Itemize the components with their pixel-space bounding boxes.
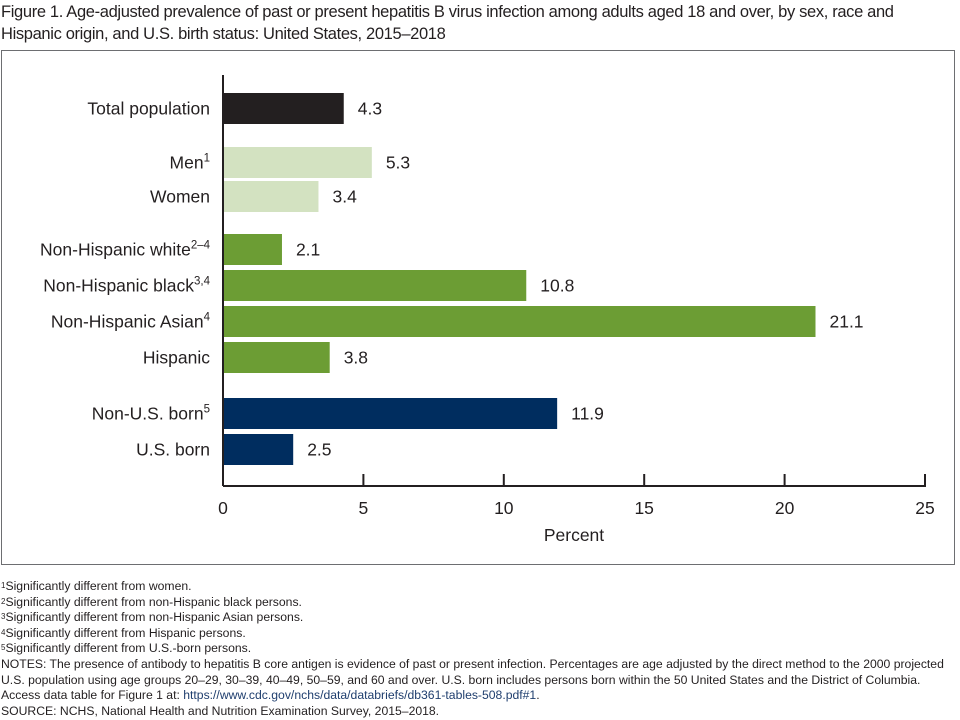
value-label-6: 3.8 xyxy=(344,348,368,368)
footnote-5: 5Significantly different from U.S.-born … xyxy=(1,641,959,657)
bar-3 xyxy=(223,234,282,265)
category-label-3: Non-Hispanic white2–4 xyxy=(40,240,211,260)
x-tick-label-1: 5 xyxy=(359,498,369,518)
category-label-6: Hispanic xyxy=(143,348,210,368)
bar-7 xyxy=(223,398,558,429)
notes-text: NOTES: The presence of antibody to hepat… xyxy=(1,657,959,704)
category-label-2: Women xyxy=(150,187,210,207)
footnotes: 1Significantly different from women. 2Sig… xyxy=(1,579,959,719)
value-label-2: 3.4 xyxy=(332,187,357,207)
bar-5 xyxy=(223,306,816,337)
x-axis-title: Percent xyxy=(544,525,604,545)
x-tick-label-3: 15 xyxy=(634,498,653,518)
source-text: SOURCE: NCHS, National Health and Nutrit… xyxy=(1,703,440,718)
footnote-text: Significantly different from non-Hispani… xyxy=(5,610,304,625)
value-label-0: 4.3 xyxy=(358,99,382,119)
category-label-7: Non-U.S. born5 xyxy=(92,404,210,424)
figure-title: Figure 1. Age-adjusted prevalence of pas… xyxy=(1,3,894,43)
notes-end: . xyxy=(536,688,540,703)
value-label-4: 10.8 xyxy=(540,276,574,296)
value-label-3: 2.1 xyxy=(296,240,320,260)
x-tick-label-4: 20 xyxy=(775,498,795,518)
footnote-3: 3Significantly different from non-Hispan… xyxy=(1,610,959,626)
category-label-4: Non-Hispanic black3,4 xyxy=(43,276,210,296)
footnote-marker: 1 xyxy=(1,581,6,590)
footnote-marker: 5 xyxy=(1,643,6,653)
category-label-1: Men1 xyxy=(170,153,210,173)
bar-1 xyxy=(223,147,372,178)
value-label-7: 11.9 xyxy=(571,404,604,424)
footnote-list: 1Significantly different from women. 2Sig… xyxy=(1,579,959,657)
value-label-1: 5.3 xyxy=(386,153,410,173)
category-label-0: Total population xyxy=(87,99,210,119)
x-tick-label-0: 0 xyxy=(218,498,228,518)
footnote-marker: 2 xyxy=(1,596,6,606)
bar-2 xyxy=(223,181,319,212)
data-table-link[interactable]: https://www.cdc.gov/nchs/data/databriefs… xyxy=(183,688,537,703)
footnote-marker: 3 xyxy=(1,612,6,622)
x-tick-label-2: 10 xyxy=(494,498,514,518)
bar-0 xyxy=(223,93,344,124)
category-label-5: Non-Hispanic Asian4 xyxy=(51,312,211,332)
footnote-text: Significantly different from Hispanic pe… xyxy=(5,625,246,640)
bar-6 xyxy=(223,342,330,373)
bar-chart: Total population 4.3 Men1 5.3 Women 3.4 Non-Hi… xyxy=(40,75,935,545)
chart-frame xyxy=(1,50,955,565)
bar-8 xyxy=(223,434,294,465)
footnote-4: 4Significantly different from Hispanic p… xyxy=(1,626,959,642)
footnote-text: Significantly different from non-Hispani… xyxy=(5,594,302,609)
footnote-1: 1Significantly different from women. xyxy=(1,579,959,595)
value-label-5: 21.1 xyxy=(829,312,863,332)
value-label-8: 2.5 xyxy=(307,440,331,460)
notes-body: NOTES: The presence of antibody to hepat… xyxy=(1,656,944,703)
footnote-2: 2Significantly different from non-Hispan… xyxy=(1,595,959,611)
bar-4 xyxy=(223,270,527,301)
footnote-text: Significantly different from women. xyxy=(5,579,192,593)
x-tick-label-5: 25 xyxy=(915,498,934,518)
footnote-text: Significantly different from U.S.-born p… xyxy=(5,641,252,656)
category-label-8: U.S. born xyxy=(136,440,210,460)
footnote-marker: 4 xyxy=(1,627,6,637)
